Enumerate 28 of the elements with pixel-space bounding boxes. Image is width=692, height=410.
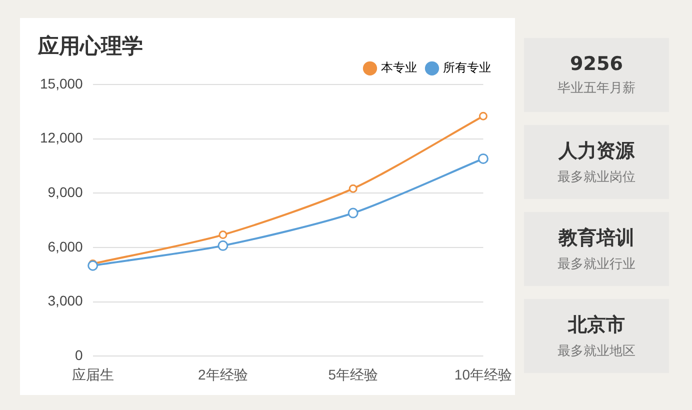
text: 教育培训 xyxy=(557,226,636,251)
point xyxy=(88,260,98,271)
x-tick-label: 5年经验 xyxy=(328,366,378,382)
point xyxy=(218,230,228,240)
y-tick-label: 6,000 xyxy=(48,238,84,254)
text: 毕业五年月薪 xyxy=(556,80,636,97)
y-tick-label: 12,000 xyxy=(40,130,84,146)
point xyxy=(478,153,488,164)
text: 最多就业地区 xyxy=(556,343,636,360)
point xyxy=(478,112,488,120)
chart-title: 应用心理学 xyxy=(38,33,143,60)
y-tick-label: 15,000 xyxy=(40,75,84,92)
text: 人力资源 xyxy=(557,139,636,164)
text: 北京市 xyxy=(566,313,626,338)
x-tick-label: 10年经验 xyxy=(454,366,512,382)
point xyxy=(218,240,228,251)
text: 最多就业行业 xyxy=(556,256,636,273)
y-tick-label: 9,000 xyxy=(48,184,84,200)
x-tick-label: 2年经验 xyxy=(198,366,248,382)
y-tick-label: 3,000 xyxy=(48,292,84,309)
text: 9256 xyxy=(569,53,624,75)
point xyxy=(348,184,358,193)
point xyxy=(348,208,358,218)
y-tick-label: 0 xyxy=(75,347,84,364)
text: 最多就业岗位 xyxy=(556,169,636,186)
x-tick-label: 应届生 xyxy=(72,366,114,382)
legend-label: 本专业 xyxy=(381,60,417,75)
legend-label: 所有专业 xyxy=(443,60,491,75)
